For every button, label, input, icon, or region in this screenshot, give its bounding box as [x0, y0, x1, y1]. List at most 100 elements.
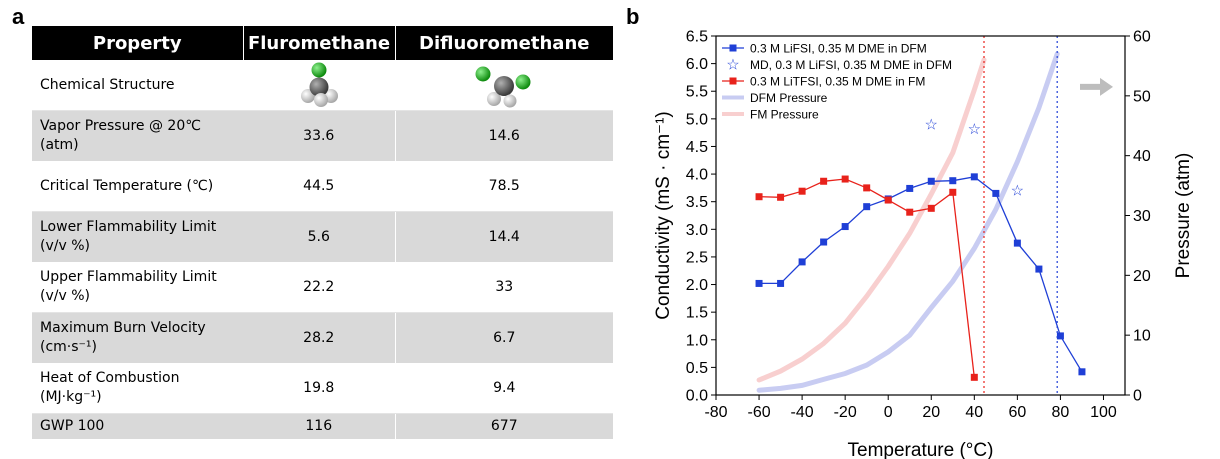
y-tick-label: 5.5 — [686, 84, 708, 101]
table-header-row: Property Fluromethane Difluoromethane — [32, 26, 613, 60]
y-tick-label: 2.0 — [686, 277, 708, 294]
fluromethane-value: 116 — [243, 413, 395, 439]
fluromethane-value: 44.5 — [243, 161, 395, 212]
difluoromethane-value: 9.4 — [394, 363, 613, 414]
row-label: Heat of Combustion (MJ·kg⁻¹) — [32, 363, 243, 414]
y2-tick-label: 10 — [1133, 328, 1151, 345]
difluoromethane-value: 6.7 — [394, 312, 613, 363]
row-label: GWP 100 — [32, 413, 243, 439]
data-point-marker — [820, 177, 828, 185]
difluoromethane-molecule-icon — [475, 66, 531, 108]
x-tick-label: 20 — [922, 404, 940, 421]
data-point-marker — [884, 196, 892, 204]
x-tick-label: -80 — [704, 404, 727, 421]
data-point-marker — [755, 193, 763, 201]
header-difluoromethane: Difluoromethane — [394, 26, 613, 60]
header-fluromethane: Fluromethane — [242, 26, 395, 60]
dfm-conductivity-line — [759, 176, 1083, 373]
x-tick-label: -40 — [791, 404, 814, 421]
difluoromethane-structure-image — [394, 60, 613, 111]
data-point-marker — [906, 184, 914, 192]
y2-tick-label: 40 — [1133, 148, 1151, 165]
fluromethane-value: 33.6 — [243, 110, 395, 161]
right-axis-arrow-icon — [1080, 77, 1113, 96]
legend-label: 0.3 M LiTFSI, 0.35 M DME in FM — [750, 75, 925, 89]
row-label: Lower Flammability Limit (v/v %) — [32, 211, 243, 262]
data-point-marker — [1078, 368, 1086, 376]
row-label: Maximum Burn Velocity (cm·s⁻¹) — [32, 312, 243, 363]
y2-tick-label: 20 — [1133, 268, 1151, 285]
data-point-marker — [970, 373, 978, 381]
y-tick-label: 0.5 — [686, 360, 708, 377]
fluromethane-value: 5.6 — [243, 211, 395, 262]
data-point-marker — [863, 203, 871, 211]
data-point-marker — [970, 173, 978, 181]
data-point-marker — [820, 238, 828, 246]
x-tick-label: 0 — [884, 404, 893, 421]
y-tick-label: 5.0 — [686, 111, 708, 128]
difluoromethane-value: 14.4 — [394, 211, 613, 262]
data-point-marker — [927, 204, 935, 212]
row-label: Vapor Pressure @ 20℃ (atm) — [32, 110, 243, 161]
md-star-marker: ☆ — [925, 116, 938, 133]
fluromethane-value: 22.2 — [243, 262, 395, 313]
y-tick-label: 6.5 — [686, 29, 708, 46]
table-row: Vapor Pressure @ 20℃ (atm) 33.6 14.6 — [32, 110, 613, 161]
data-point-marker — [927, 177, 935, 185]
property-table: Property Fluromethane Difluoromethane Ch… — [32, 26, 613, 439]
fluromethane-molecule-icon — [300, 62, 338, 107]
difluoromethane-value: 677 — [394, 413, 613, 439]
x-tick-label: 40 — [965, 404, 983, 421]
fm-pressure-curve — [756, 57, 987, 383]
legend-label: 0.3 M LiFSI, 0.35 M DME in DFM — [750, 42, 927, 56]
difluoromethane-value: 33 — [394, 262, 613, 313]
data-point-marker — [1013, 239, 1021, 247]
conductivity-pressure-chart: ☆ ☆☆-80 -60 -40 -20 0 20 40 60 80 1000.00.51.01.52… — [653, 29, 1194, 459]
panel-label-a: a — [12, 4, 25, 29]
header-property: Property — [32, 26, 243, 60]
data-point-marker — [949, 188, 957, 196]
legend-label: MD, 0.3 M LiFSI, 0.35 M DME in DFM — [750, 58, 952, 72]
data-point-marker — [906, 208, 914, 216]
data-point-marker — [777, 279, 785, 287]
difluoromethane-value: 14.6 — [394, 110, 613, 161]
row-label: Upper Flammability Limit (v/v %) — [32, 262, 243, 313]
data-point-marker — [841, 175, 849, 183]
fluromethane-value: 19.8 — [243, 363, 395, 414]
table-row: GWP 100 116 677 — [32, 413, 613, 439]
x-axis-label: Temperature (°C) — [848, 440, 994, 459]
y-tick-label: 2.5 — [686, 249, 708, 266]
data-point-marker — [755, 279, 763, 287]
table-row: Critical Temperature (℃) 44.5 78.5 — [32, 161, 613, 212]
row-label: Chemical Structure — [32, 60, 243, 111]
row-label: Critical Temperature (℃) — [32, 161, 243, 212]
fluromethane-structure-image — [243, 60, 395, 111]
y2-axis-label: Pressure (atm) — [1173, 153, 1194, 279]
legend-marker — [729, 77, 737, 85]
x-tick-label: 80 — [1052, 404, 1070, 421]
y2-tick-label: 60 — [1133, 29, 1151, 46]
table-row: Heat of Combustion (MJ·kg⁻¹) 19.8 9.4 — [32, 363, 613, 414]
y-tick-label: 3.5 — [686, 194, 708, 211]
data-point-marker — [841, 223, 849, 231]
data-point-marker — [798, 187, 806, 195]
difluoromethane-value: 78.5 — [394, 161, 613, 212]
data-point-marker — [1056, 332, 1064, 340]
table-row: Lower Flammability Limit (v/v %) 5.6 14.… — [32, 211, 613, 262]
legend-label: DFM Pressure — [750, 91, 828, 105]
y-tick-label: 4.0 — [686, 167, 708, 184]
y2-tick-label: 30 — [1133, 208, 1151, 225]
data-point-marker — [798, 258, 806, 266]
table-row-chemical-structure: Chemical Structure — [32, 60, 613, 111]
x-tick-label: -60 — [747, 404, 770, 421]
y-tick-label: 3.0 — [686, 222, 708, 239]
legend-marker — [729, 44, 737, 52]
y2-tick-label: 0 — [1133, 388, 1142, 405]
dfm-pressure-curve — [756, 51, 1060, 393]
legend-label: FM Pressure — [750, 108, 819, 122]
x-tick-label: -20 — [834, 404, 857, 421]
data-point-marker — [1035, 265, 1043, 273]
x-tick-label: 100 — [1090, 404, 1117, 421]
panel-label-b: b — [626, 4, 640, 29]
data-point-marker — [863, 184, 871, 192]
